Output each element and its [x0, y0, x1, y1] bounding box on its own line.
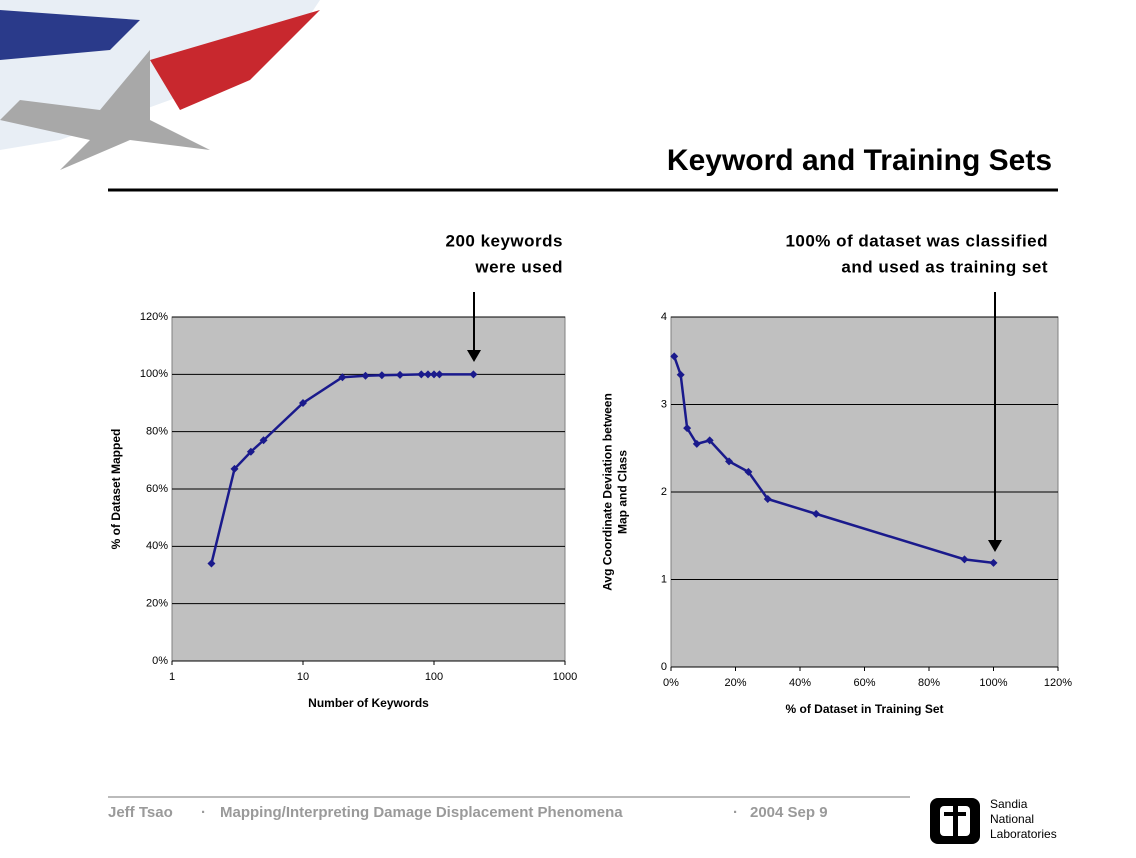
logo-line: Laboratories: [990, 827, 1057, 841]
y-tick-label: 60%: [146, 483, 168, 495]
y-axis-label: Avg Coordinate Deviation between: [601, 393, 615, 591]
y-tick-label: 3: [661, 398, 667, 410]
y-tick-label: 0%: [152, 655, 168, 667]
x-tick-label: 60%: [853, 677, 875, 689]
logo-line: National: [990, 812, 1034, 826]
x-tick-label: 20%: [724, 677, 746, 689]
x-tick-label: 120%: [1044, 677, 1072, 689]
footer-topic: Mapping/Interpreting Damage Displacement…: [220, 804, 623, 821]
x-tick-label: 80%: [918, 677, 940, 689]
x-tick-label: 40%: [789, 677, 811, 689]
y-tick-label: 100%: [140, 368, 168, 380]
slide-title: Keyword and Training Sets: [667, 144, 1052, 177]
logo-line: Sandia: [990, 797, 1028, 811]
footer-date: 2004 Sep 9: [750, 804, 828, 821]
y-tick-label: 1: [661, 573, 667, 585]
y-tick-label: 0: [661, 661, 667, 673]
x-axis-label: % of Dataset in Training Set: [785, 702, 943, 716]
x-tick-label: 1: [169, 671, 175, 683]
y-axis-label: Map and Class: [616, 450, 630, 534]
annotation: 200 keywords: [445, 231, 563, 250]
y-tick-label: 4: [661, 311, 667, 323]
slide: Keyword and Training Sets Jeff Tsao · Ma…: [0, 0, 1136, 858]
x-tick-label: 1000: [553, 671, 577, 683]
annotation: and used as training set: [841, 257, 1048, 276]
footer-sep: ·: [201, 804, 206, 821]
y-axis-label: % of Dataset Mapped: [109, 429, 123, 550]
y-tick-label: 2: [661, 486, 667, 498]
x-tick-label: 100%: [979, 677, 1007, 689]
y-tick-label: 120%: [140, 311, 168, 323]
footer-sep: ·: [733, 804, 738, 821]
annotation: were used: [474, 257, 563, 276]
footer-author: Jeff Tsao: [108, 804, 173, 821]
x-tick-label: 10: [297, 671, 309, 683]
annotation: 100% of dataset was classified: [785, 231, 1048, 250]
x-tick-label: 100: [425, 671, 443, 683]
x-axis-label: Number of Keywords: [308, 696, 429, 710]
y-tick-label: 20%: [146, 598, 168, 610]
x-tick-label: 0%: [663, 677, 679, 689]
y-tick-label: 40%: [146, 540, 168, 552]
y-tick-label: 80%: [146, 426, 168, 438]
